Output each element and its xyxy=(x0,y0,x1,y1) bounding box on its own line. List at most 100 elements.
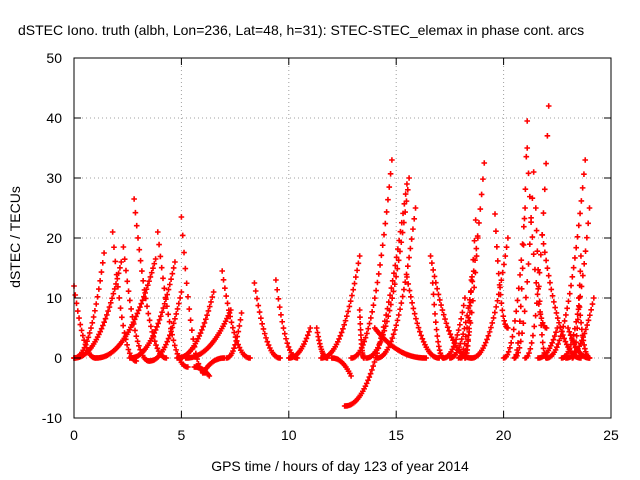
data-point xyxy=(411,310,418,317)
data-point xyxy=(569,335,575,342)
data-point xyxy=(576,282,583,289)
data-point xyxy=(231,329,237,336)
data-point xyxy=(403,198,410,204)
data-point xyxy=(438,302,444,308)
data-point xyxy=(89,319,96,326)
data-point xyxy=(529,234,536,240)
data-point xyxy=(462,319,469,326)
data-point xyxy=(177,295,183,301)
data-point xyxy=(167,332,173,338)
data-point xyxy=(157,313,164,319)
data-point xyxy=(362,383,369,389)
data-point xyxy=(389,277,396,284)
data-point xyxy=(205,308,212,314)
data-arc-18 xyxy=(251,280,284,361)
data-point xyxy=(544,132,551,139)
data-point xyxy=(351,280,358,287)
data-point xyxy=(578,198,585,204)
data-point xyxy=(476,220,482,226)
data-point xyxy=(537,311,544,318)
data-point xyxy=(85,334,92,341)
data-point xyxy=(98,269,105,275)
data-point xyxy=(227,313,233,320)
data-point xyxy=(307,325,314,331)
data-point xyxy=(554,344,560,350)
data-point xyxy=(530,169,537,175)
data-point xyxy=(515,285,522,292)
data-arc-29 xyxy=(371,325,430,361)
data-point xyxy=(409,300,415,306)
data-point xyxy=(357,321,364,327)
data-point xyxy=(274,286,280,293)
data-point xyxy=(577,340,584,347)
data-point xyxy=(453,336,459,343)
data-arc-44 xyxy=(524,145,550,331)
data-point xyxy=(549,293,556,299)
data-point xyxy=(104,312,110,318)
data-point xyxy=(260,326,267,332)
data-point xyxy=(389,295,395,301)
data-point xyxy=(342,317,349,324)
data-arc-15 xyxy=(191,364,213,379)
data-point xyxy=(137,304,143,310)
data-point xyxy=(222,285,228,291)
data-point xyxy=(435,291,442,298)
data-point xyxy=(517,338,524,345)
data-point xyxy=(76,315,82,321)
y-tick-label: 0 xyxy=(54,350,62,366)
x-tick-label: 10 xyxy=(281,427,297,443)
data-point xyxy=(473,253,480,259)
data-point xyxy=(278,311,284,318)
data-point xyxy=(484,336,490,343)
data-point xyxy=(208,299,214,305)
data-point xyxy=(577,312,584,319)
data-point xyxy=(117,305,124,311)
data-arc-38 xyxy=(468,235,511,361)
data-point xyxy=(574,234,581,240)
data-point xyxy=(532,312,539,319)
data-point xyxy=(519,330,525,337)
data-point xyxy=(507,345,513,351)
data-point xyxy=(134,310,141,317)
data-point xyxy=(452,340,458,346)
data-point xyxy=(302,338,309,345)
data-point xyxy=(281,330,288,337)
data-arc-19 xyxy=(273,277,301,361)
data-point xyxy=(156,317,163,323)
data-point xyxy=(460,302,467,309)
data-point xyxy=(285,344,292,350)
data-point xyxy=(340,325,346,332)
data-arc-8 xyxy=(127,259,178,361)
data-point xyxy=(399,293,406,300)
data-arc-23 xyxy=(328,355,354,379)
data-point xyxy=(84,338,90,344)
data-point xyxy=(265,342,272,348)
data-point xyxy=(145,310,152,317)
data-point xyxy=(375,271,382,277)
data-point xyxy=(97,277,103,284)
x-axis-label: GPS time / hours of day 123 of year 2014 xyxy=(211,458,469,474)
data-point xyxy=(510,326,517,333)
data-point xyxy=(387,170,394,177)
data-point xyxy=(533,227,540,234)
data-point xyxy=(170,337,177,344)
data-point xyxy=(390,331,397,337)
data-point xyxy=(505,235,511,241)
data-point xyxy=(72,292,79,298)
data-point xyxy=(439,307,446,313)
data-point xyxy=(586,355,593,361)
data-point xyxy=(159,309,165,316)
axis-ticks: 0 5 10 15 20 25 -10 0 10 20 30 40 50 xyxy=(42,50,619,443)
data-point xyxy=(455,327,462,333)
data-point xyxy=(181,249,187,256)
data-point xyxy=(524,278,531,285)
data-point xyxy=(146,278,152,284)
data-point xyxy=(587,312,593,319)
data-point xyxy=(101,319,107,325)
data-point xyxy=(536,301,542,307)
data-point xyxy=(88,325,94,331)
data-point xyxy=(252,288,259,294)
data-point xyxy=(465,336,471,343)
data-point xyxy=(237,316,244,323)
data-point xyxy=(446,327,452,334)
